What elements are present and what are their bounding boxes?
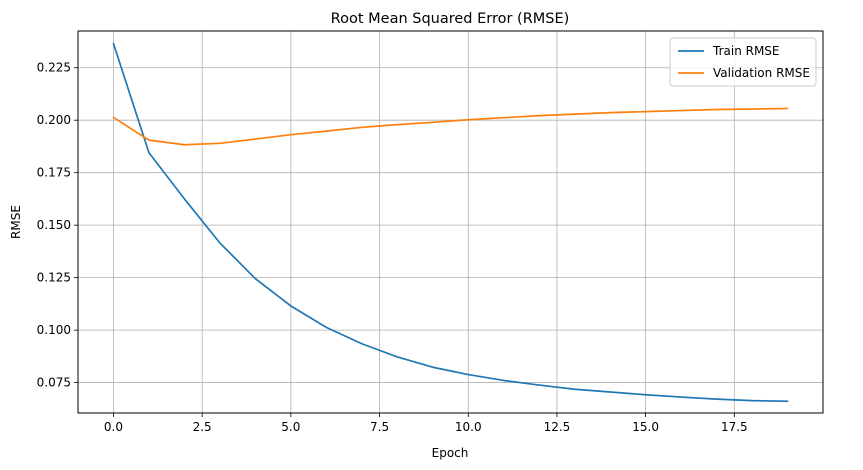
train-rmse-line	[112, 42, 789, 403]
series-lines	[112, 42, 789, 403]
x-tick-label: 17.5	[721, 420, 748, 434]
x-tick-label: 12.5	[544, 420, 571, 434]
legend: Train RMSE Validation RMSE	[669, 37, 817, 87]
legend-box	[669, 37, 817, 87]
x-tick-label: 5.0	[281, 420, 300, 434]
plot-frame	[77, 30, 824, 414]
y-tick-label: 0.150	[37, 218, 71, 232]
x-axis-label: Epoch	[432, 446, 469, 460]
y-tick-label: 0.175	[37, 166, 71, 180]
legend-label-validation: Validation RMSE	[713, 66, 810, 80]
x-tick-label: 2.5	[193, 420, 212, 434]
y-tick-label: 0.125	[37, 271, 71, 285]
axis-ticks: 0.0 2.5 5.0 7.5 10.0 12.5 15.0 17.5 0.075 0.100 0.…	[37, 61, 748, 434]
x-tick-label: 15.0	[632, 420, 659, 434]
x-tick-label: 7.5	[370, 420, 389, 434]
y-tick-label: 0.225	[37, 61, 71, 75]
y-tick-label: 0.200	[37, 113, 71, 127]
chart-title: Root Mean Squared Error (RMSE)	[331, 11, 570, 27]
y-tick-label: 0.100	[37, 323, 71, 337]
legend-label-train: Train RMSE	[712, 44, 780, 58]
x-tick-label: 0.0	[104, 420, 123, 434]
y-tick-label: 0.075	[37, 376, 71, 390]
x-tick-label: 10.0	[455, 420, 482, 434]
y-axis-label: RMSE	[9, 205, 23, 239]
validation-rmse-line	[112, 107, 789, 146]
